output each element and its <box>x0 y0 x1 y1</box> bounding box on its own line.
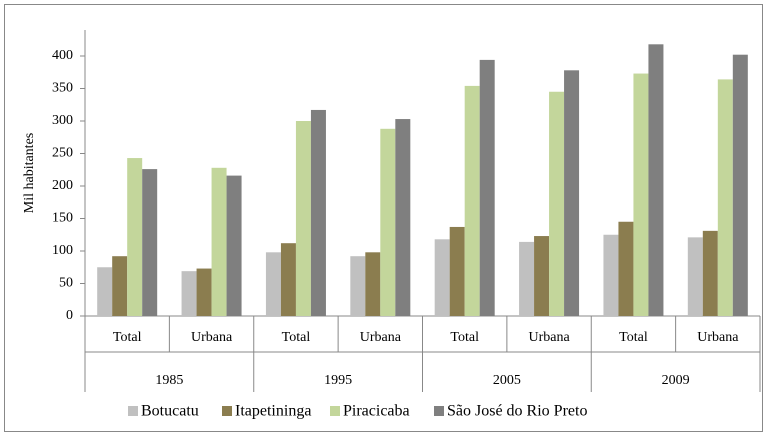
legend-label: São José do Rio Preto <box>447 403 587 420</box>
bar <box>702 230 718 316</box>
x-tick-label: Urbana <box>697 330 739 345</box>
bar <box>196 268 212 316</box>
bar <box>295 121 311 316</box>
bar <box>449 226 465 316</box>
bar <box>265 252 281 316</box>
y-tick-label: 350 <box>52 81 73 96</box>
bar <box>618 221 634 316</box>
bar <box>603 234 619 316</box>
bar <box>97 267 113 316</box>
bar <box>310 109 326 316</box>
legend-swatch <box>222 406 232 416</box>
y-tick-label: 150 <box>52 211 73 226</box>
y-tick-label: 50 <box>59 276 73 291</box>
bar <box>564 70 580 316</box>
bar <box>687 237 703 316</box>
y-tick-label: 300 <box>52 113 73 128</box>
legend-label: Piracicaba <box>343 403 410 420</box>
y-tick-label: 400 <box>52 48 73 63</box>
x-tick-label: Total <box>282 330 311 345</box>
bar <box>142 169 158 316</box>
bar <box>226 175 242 316</box>
bar <box>181 271 197 316</box>
bar <box>732 54 748 316</box>
legend-label: Botucatu <box>141 403 199 420</box>
bar <box>519 241 535 316</box>
x-tick-label: Total <box>450 330 479 345</box>
y-tick-label: 250 <box>52 146 73 161</box>
bar <box>648 44 664 317</box>
x-tick-label: Urbana <box>528 330 570 345</box>
x-tick-label: Urbana <box>360 330 402 345</box>
bar <box>534 236 550 316</box>
bar <box>380 128 396 316</box>
bar <box>112 256 128 316</box>
bar <box>395 119 411 316</box>
bar <box>280 243 296 316</box>
bar <box>464 85 480 317</box>
bar <box>434 239 450 316</box>
group-label: 2009 <box>662 373 690 388</box>
group-label: 1995 <box>324 373 352 388</box>
bar <box>633 73 649 316</box>
bar <box>350 256 366 316</box>
legend-swatch <box>128 406 138 416</box>
legend-swatch <box>330 406 340 416</box>
bar <box>479 59 495 317</box>
bar <box>211 167 227 316</box>
bar <box>717 79 733 317</box>
group-label: 2005 <box>493 373 521 388</box>
legend-swatch <box>434 406 444 416</box>
x-tick-label: Total <box>113 330 142 345</box>
legend-label: Itapetininga <box>235 403 311 420</box>
x-tick-label: Urbana <box>191 330 233 345</box>
bar <box>365 252 381 316</box>
y-tick-label: 0 <box>66 308 73 323</box>
y-axis-label: Mil habitantes <box>22 133 37 214</box>
y-tick-label: 200 <box>52 178 73 193</box>
bar <box>127 158 143 316</box>
y-tick-label: 100 <box>52 243 73 258</box>
group-label: 1985 <box>155 373 183 388</box>
x-tick-label: Total <box>619 330 648 345</box>
bar <box>549 91 565 316</box>
